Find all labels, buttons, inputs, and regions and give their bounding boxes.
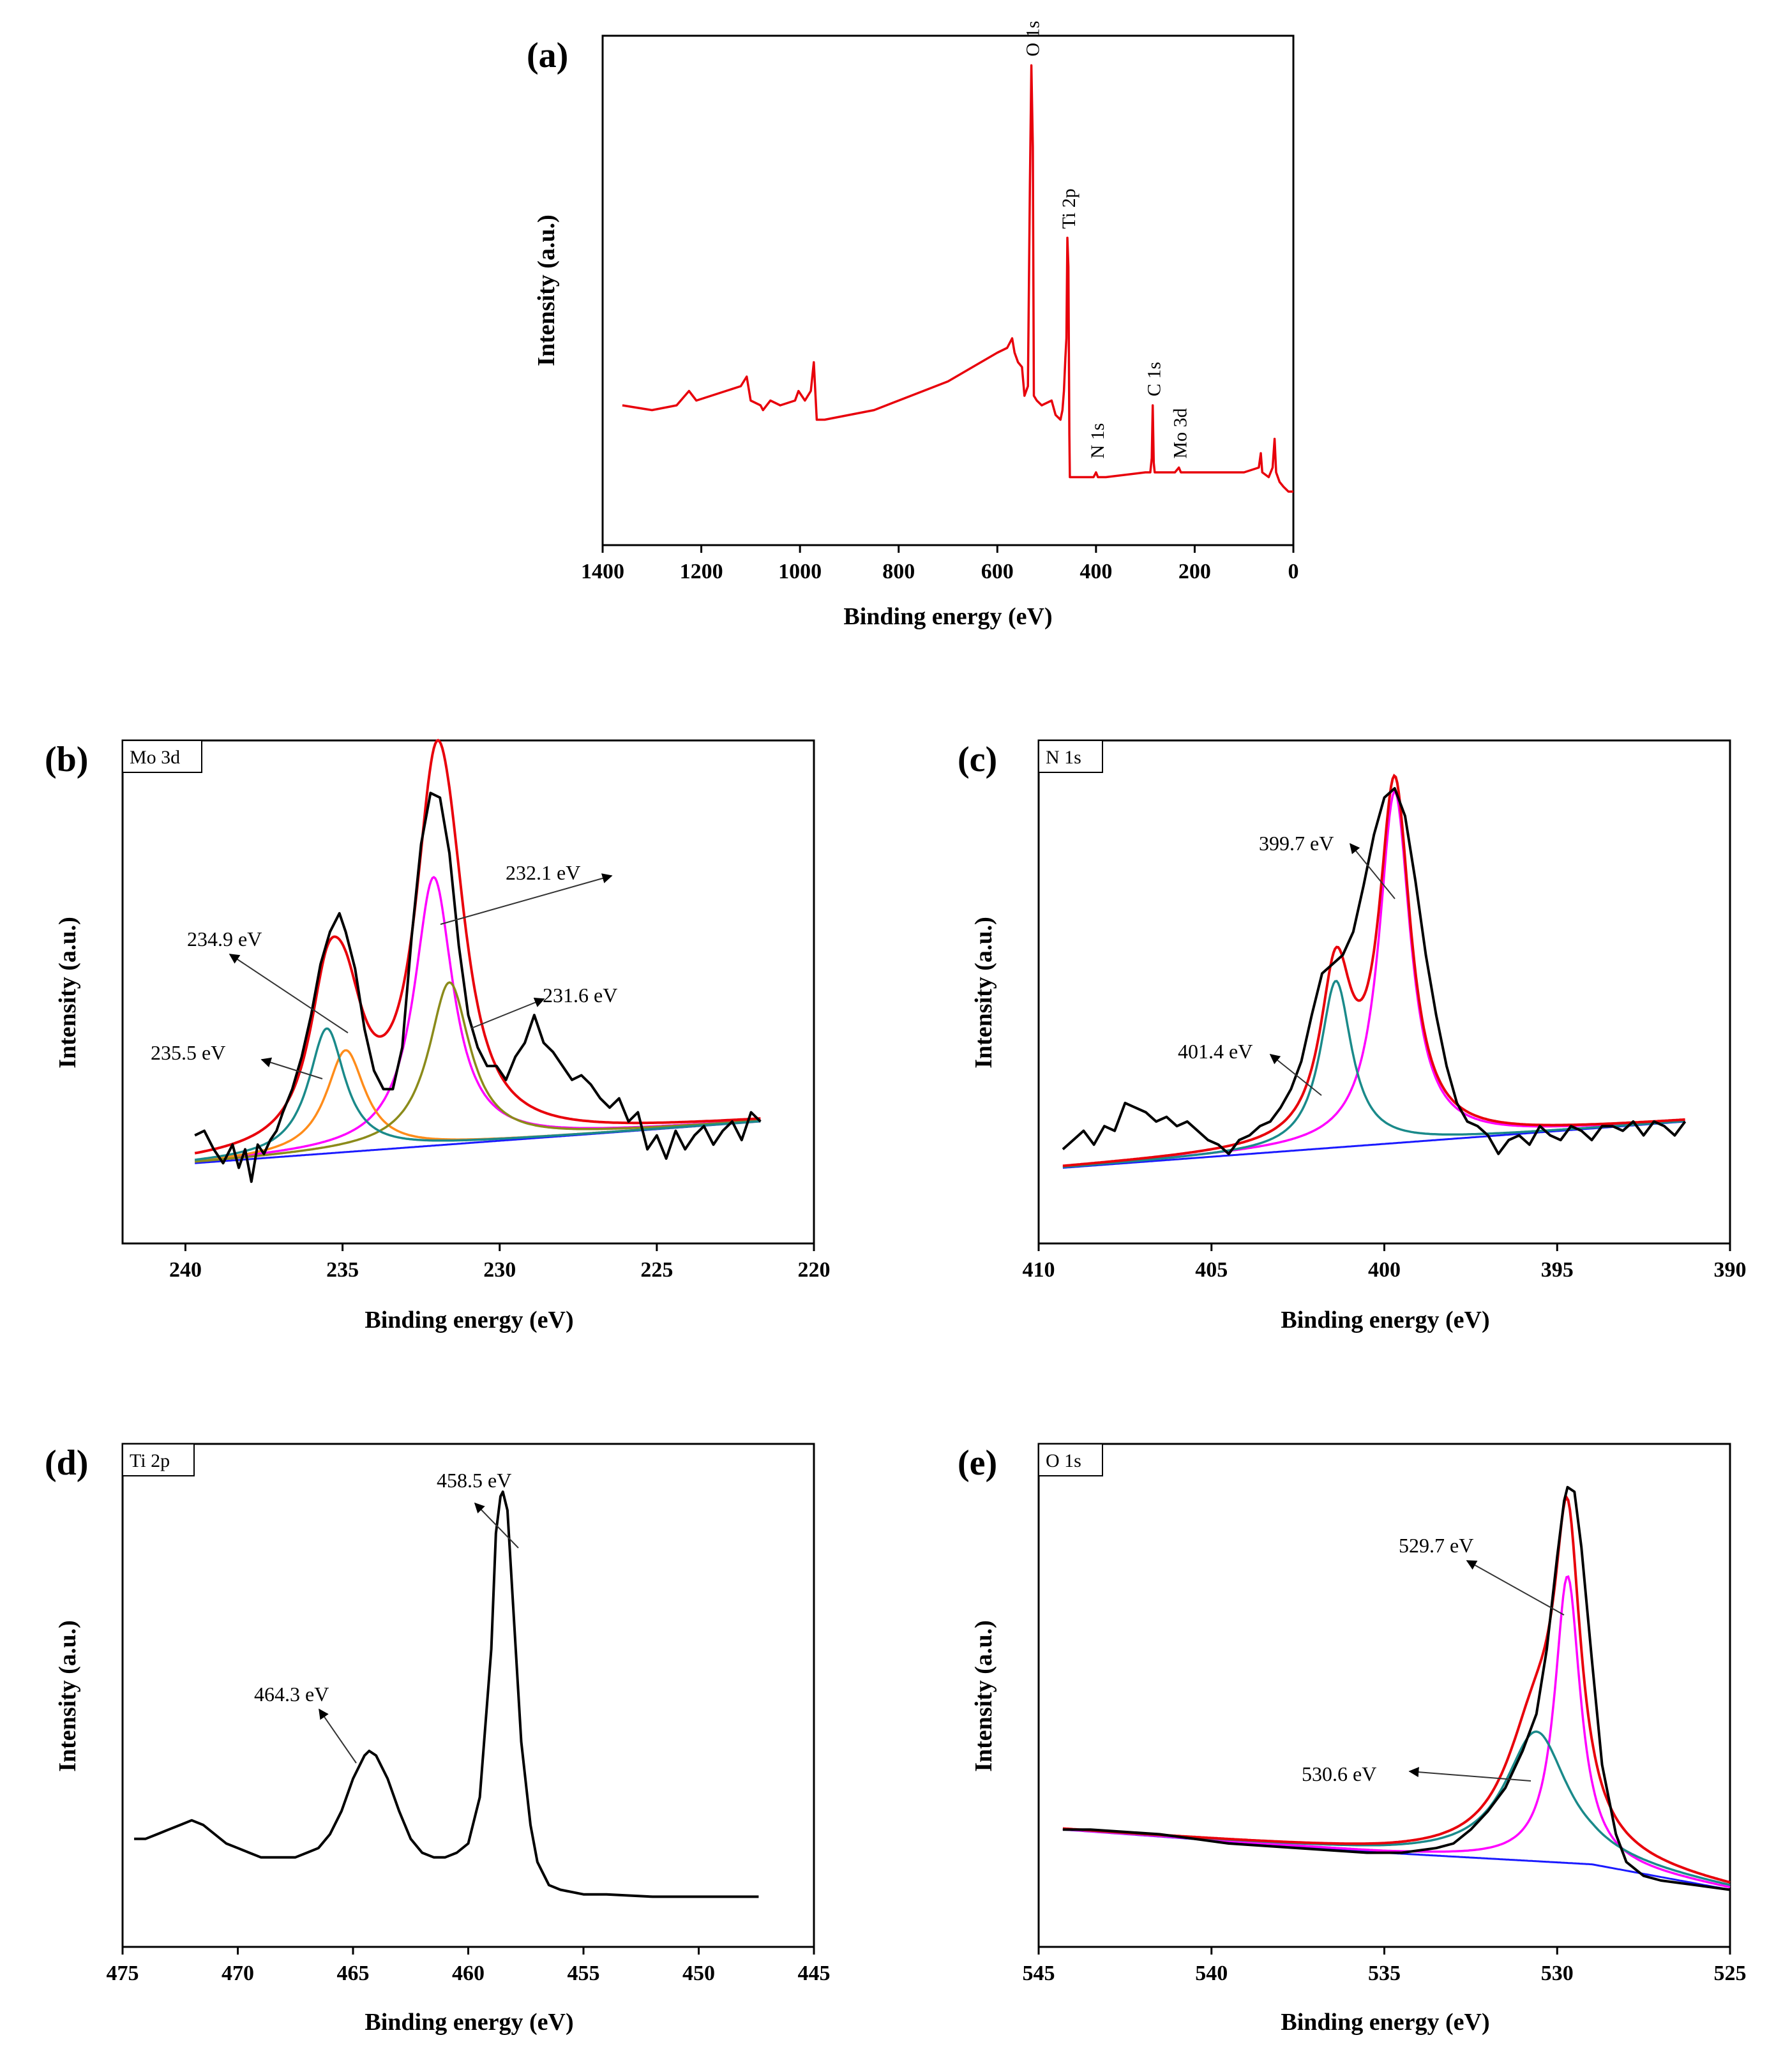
- panel-e-ylabel: Intensity (a.u.): [970, 1620, 997, 1772]
- panel-d-series-experimental: [134, 1490, 759, 1898]
- panel-a-xlabel: Binding energy (eV): [843, 603, 1052, 630]
- panel-b-annotation-arrow: [229, 954, 349, 1033]
- panel-b-xtick-label: 240: [169, 1258, 202, 1282]
- panel-c-xtick-label: 390: [1714, 1258, 1747, 1282]
- panel-d-annotation-arrow: [474, 1502, 519, 1549]
- panel-c-annotation-label: 399.7 eV: [1259, 832, 1334, 855]
- panel-d-xtick-label: 470: [222, 1962, 254, 1985]
- panel-a-letter: (a): [527, 36, 568, 75]
- panel-e-o1s: (e) O 1s Binding energy (eV) Intensity (…: [958, 1443, 1747, 2036]
- panel-e-box-label: O 1s: [1046, 1450, 1081, 1471]
- panel-a-xtick-label: 600: [981, 560, 1014, 583]
- panel-b-xtick-label: 235: [326, 1258, 359, 1282]
- panel-a-xtick-label: 200: [1178, 560, 1211, 583]
- panel-b-annotation-arrow: [470, 997, 545, 1029]
- panel-d-xtick-label: 450: [682, 1962, 715, 1985]
- panel-a-peak-label: N 1s: [1087, 423, 1108, 459]
- panel-e-xtick-label: 540: [1195, 1962, 1228, 1985]
- panel-d-xtick-label: 455: [568, 1962, 600, 1985]
- panel-c-annotation-arrow: [1269, 1054, 1322, 1096]
- panel-a-xtick-label: 1400: [581, 560, 624, 583]
- panel-d-annotation-arrow: [319, 1708, 357, 1764]
- panel-e-xtick-label: 535: [1368, 1962, 1401, 1985]
- panel-e-annotation-label: 530.6 eV: [1302, 1762, 1376, 1785]
- panel-d-annotation-label: 464.3 eV: [254, 1683, 329, 1706]
- panel-d-xtick-label: 460: [452, 1962, 485, 1985]
- panel-e-xlabel: Binding energy (eV): [1281, 2009, 1489, 2036]
- panel-c-xtick-label: 400: [1368, 1258, 1401, 1282]
- panel-e-annotation-label: 529.7 eV: [1399, 1534, 1473, 1557]
- panel-b-xtick-label: 230: [483, 1258, 516, 1282]
- panel-d-box: [122, 1443, 195, 1476]
- panel-b-annotation-label: 234.9 eV: [187, 927, 262, 950]
- panel-a-xtick-label: 1000: [778, 560, 822, 583]
- panel-b-letter: (b): [45, 740, 88, 779]
- panel-e-annotation-arrow: [1408, 1767, 1531, 1782]
- panel-c-xtick-label: 410: [1023, 1258, 1055, 1282]
- panel-e-xtick-label: 525: [1714, 1962, 1747, 1985]
- panel-c-box-label: N 1s: [1046, 747, 1081, 768]
- panel-e-box: [1038, 1443, 1103, 1476]
- panel-a-series-survey: [622, 64, 1293, 493]
- panel-e-series-peak-529.7: [1062, 1575, 1731, 1889]
- panel-b-annotation-arrow: [440, 873, 613, 925]
- panel-a-peak-label: Ti 2p: [1058, 188, 1080, 229]
- panel-b-mo3d: (b) Mo 3d Binding energy (eV) Intensity …: [45, 739, 831, 1333]
- panel-a-xtick-label: 1200: [680, 560, 723, 583]
- panel-a-peak-label: C 1s: [1144, 362, 1165, 396]
- panel-d-xlabel: Binding energy (eV): [365, 2009, 573, 2036]
- panel-a-peak-label: Mo 3d: [1170, 408, 1191, 458]
- panel-b-series-experimental: [194, 792, 762, 1183]
- panel-c-ylabel: Intensity (a.u.): [970, 917, 997, 1069]
- panel-b-xtick-label: 220: [798, 1258, 831, 1282]
- panel-e-series-experimental: [1062, 1485, 1731, 1891]
- panel-b-annotation-arrow: [260, 1057, 323, 1079]
- panel-c-annotation-label: 401.4 eV: [1178, 1040, 1253, 1063]
- panel-b-series-peak-231.6: [195, 981, 761, 1163]
- panel-b-ylabel: Intensity (a.u.): [54, 917, 81, 1069]
- panel-d-box-label: Ti 2p: [130, 1450, 170, 1471]
- panel-d-letter: (d): [45, 1443, 88, 1483]
- panel-c-xtick-label: 405: [1195, 1258, 1228, 1282]
- panel-e-letter: (e): [958, 1443, 997, 1483]
- panel-b-xlabel: Binding energy (eV): [365, 1307, 573, 1333]
- panel-d-xtick-label: 465: [337, 1962, 370, 1985]
- panel-d-annotation-label: 458.5 eV: [437, 1469, 511, 1492]
- panel-a-xtick-label: 0: [1288, 560, 1299, 583]
- panel-a-peak-label: O 1s: [1023, 21, 1044, 57]
- panel-c-series-envelope: [1062, 773, 1685, 1167]
- panel-c-box: [1038, 740, 1103, 773]
- panel-e-annotation-arrow: [1466, 1560, 1565, 1616]
- panel-b-xtick-label: 225: [640, 1258, 673, 1282]
- panel-b-annotation-label: 231.6 eV: [543, 984, 617, 1007]
- panel-e-xtick-label: 530: [1541, 1962, 1574, 1985]
- panel-d-xtick-label: 475: [107, 1962, 139, 1985]
- panel-e-xtick-label: 545: [1023, 1962, 1055, 1985]
- panel-a-survey: (a) Binding energy (eV) Intensity (a.u.)…: [527, 21, 1299, 630]
- panel-b-annotation-label: 235.5 eV: [151, 1041, 225, 1064]
- panel-b-annotation-label: 232.1 eV: [506, 861, 580, 884]
- panel-c-xtick-label: 395: [1541, 1258, 1574, 1282]
- panel-b-box: [122, 740, 202, 773]
- panel-c-letter: (c): [958, 740, 997, 779]
- panel-b-series-peak-235.5: [195, 1027, 761, 1161]
- panel-a-xtick-label: 800: [882, 560, 915, 583]
- panel-b-box-label: Mo 3d: [130, 747, 180, 768]
- panel-c-n1s: (c) N 1s Binding energy (eV) Intensity (…: [958, 739, 1747, 1333]
- panel-c-xlabel: Binding energy (eV): [1281, 1307, 1489, 1333]
- panel-a-ylabel: Intensity (a.u.): [533, 214, 560, 366]
- panel-c-series-experimental: [1062, 787, 1687, 1155]
- panel-e-series-background: [1062, 1828, 1731, 1891]
- panel-c-series-peak-401.4: [1062, 980, 1685, 1168]
- panel-b-series-peak-234.9: [195, 1049, 761, 1162]
- panel-d-ti2p: (d) Ti 2p Binding energy (eV) Intensity …: [45, 1443, 831, 2036]
- panel-b-series-envelope: [194, 739, 761, 1155]
- panel-a-xtick-label: 400: [1080, 560, 1112, 583]
- panel-c-annotation-arrow: [1349, 843, 1396, 899]
- panel-e-series-peak-530.6: [1062, 1730, 1731, 1886]
- panel-d-ylabel: Intensity (a.u.): [54, 1620, 81, 1772]
- panel-d-xtick-label: 445: [798, 1962, 831, 1985]
- panel-e-series-envelope: [1062, 1494, 1731, 1884]
